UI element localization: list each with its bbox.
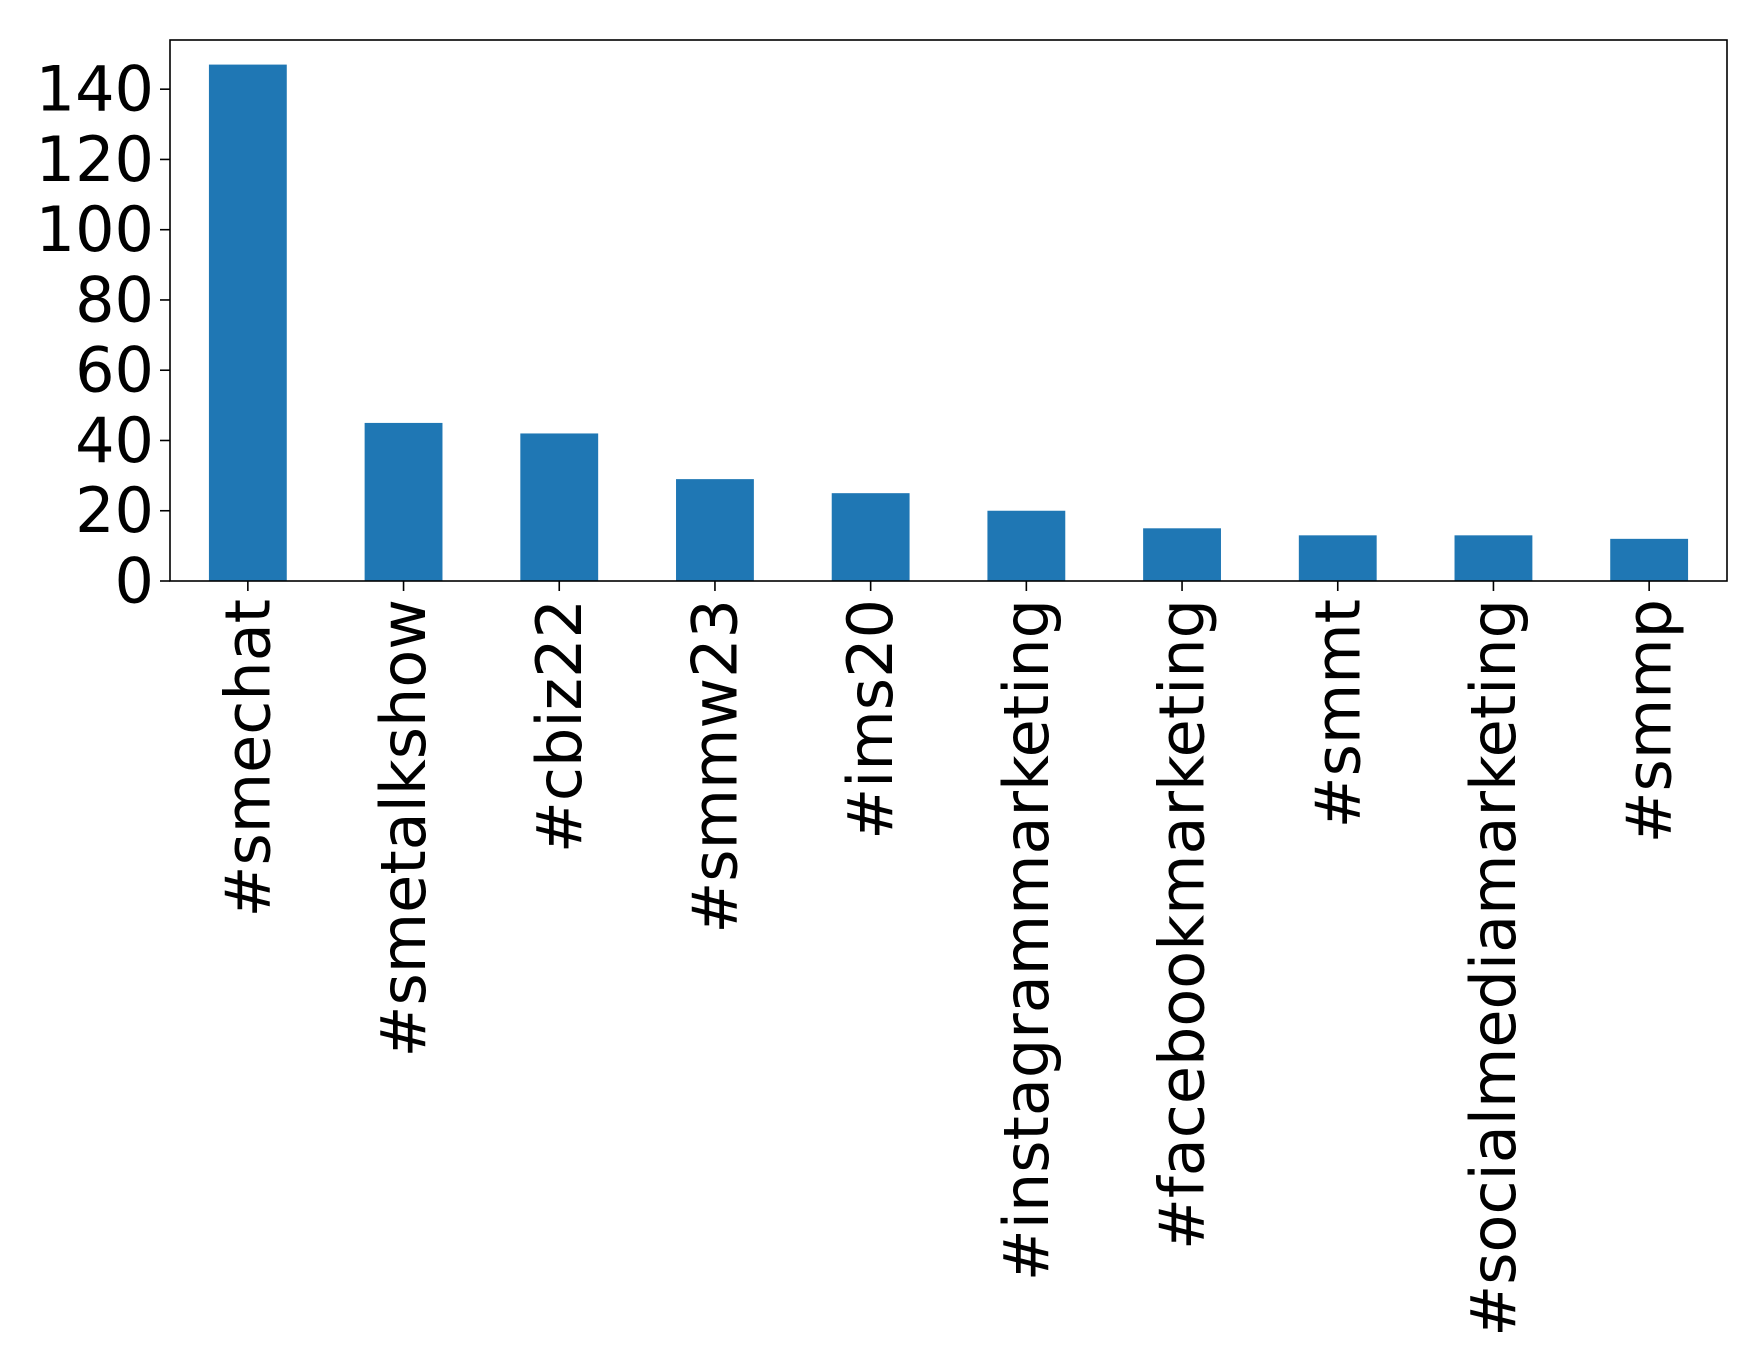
bar-smmt [1298,535,1377,581]
x-tick-label: #ims20 [834,599,907,840]
y-tick-label: 80 [75,263,154,336]
bar-ims20 [831,493,910,581]
y-tick-label: 100 [36,193,154,266]
bars-group [208,64,1689,581]
x-tick-label: #facebookmarketing [1146,599,1219,1250]
plot-frame [169,39,1728,582]
x-tick-label: #smmw23 [678,599,751,934]
bar-smechat [208,64,287,581]
bar-instagrammarketing [987,510,1066,581]
x-tick-label: #smechat [211,599,284,917]
y-tick-label: 0 [115,545,154,618]
bar-socialmediamarketing [1454,535,1533,581]
y-tick-label: 60 [75,334,154,407]
y-tick-label: 40 [75,404,154,477]
x-tick-label: #cbiz22 [523,599,596,853]
bar-smmw23 [676,479,754,581]
bar-smetalkshow [364,422,443,581]
x-tick-label: #smmp [1613,599,1686,843]
x-tick-label: #smetalkshow [367,599,440,1057]
y-tick-label: 20 [75,474,154,547]
x-tick-label: #smmt [1301,599,1374,828]
y-tick-label: 140 [36,53,154,126]
x-tick-label: #instagrammarketing [990,599,1063,1281]
bar-smmp [1610,538,1689,581]
bar-facebookmarketing [1143,528,1221,581]
bar-cbiz22 [520,433,599,581]
y-tick-label: 120 [36,123,154,196]
x-axis: #smechat #smetalkshow #cbiz22 #smmw23 #ims20… [211,581,1686,1337]
x-tick-label: #socialmediamarketing [1457,599,1530,1337]
